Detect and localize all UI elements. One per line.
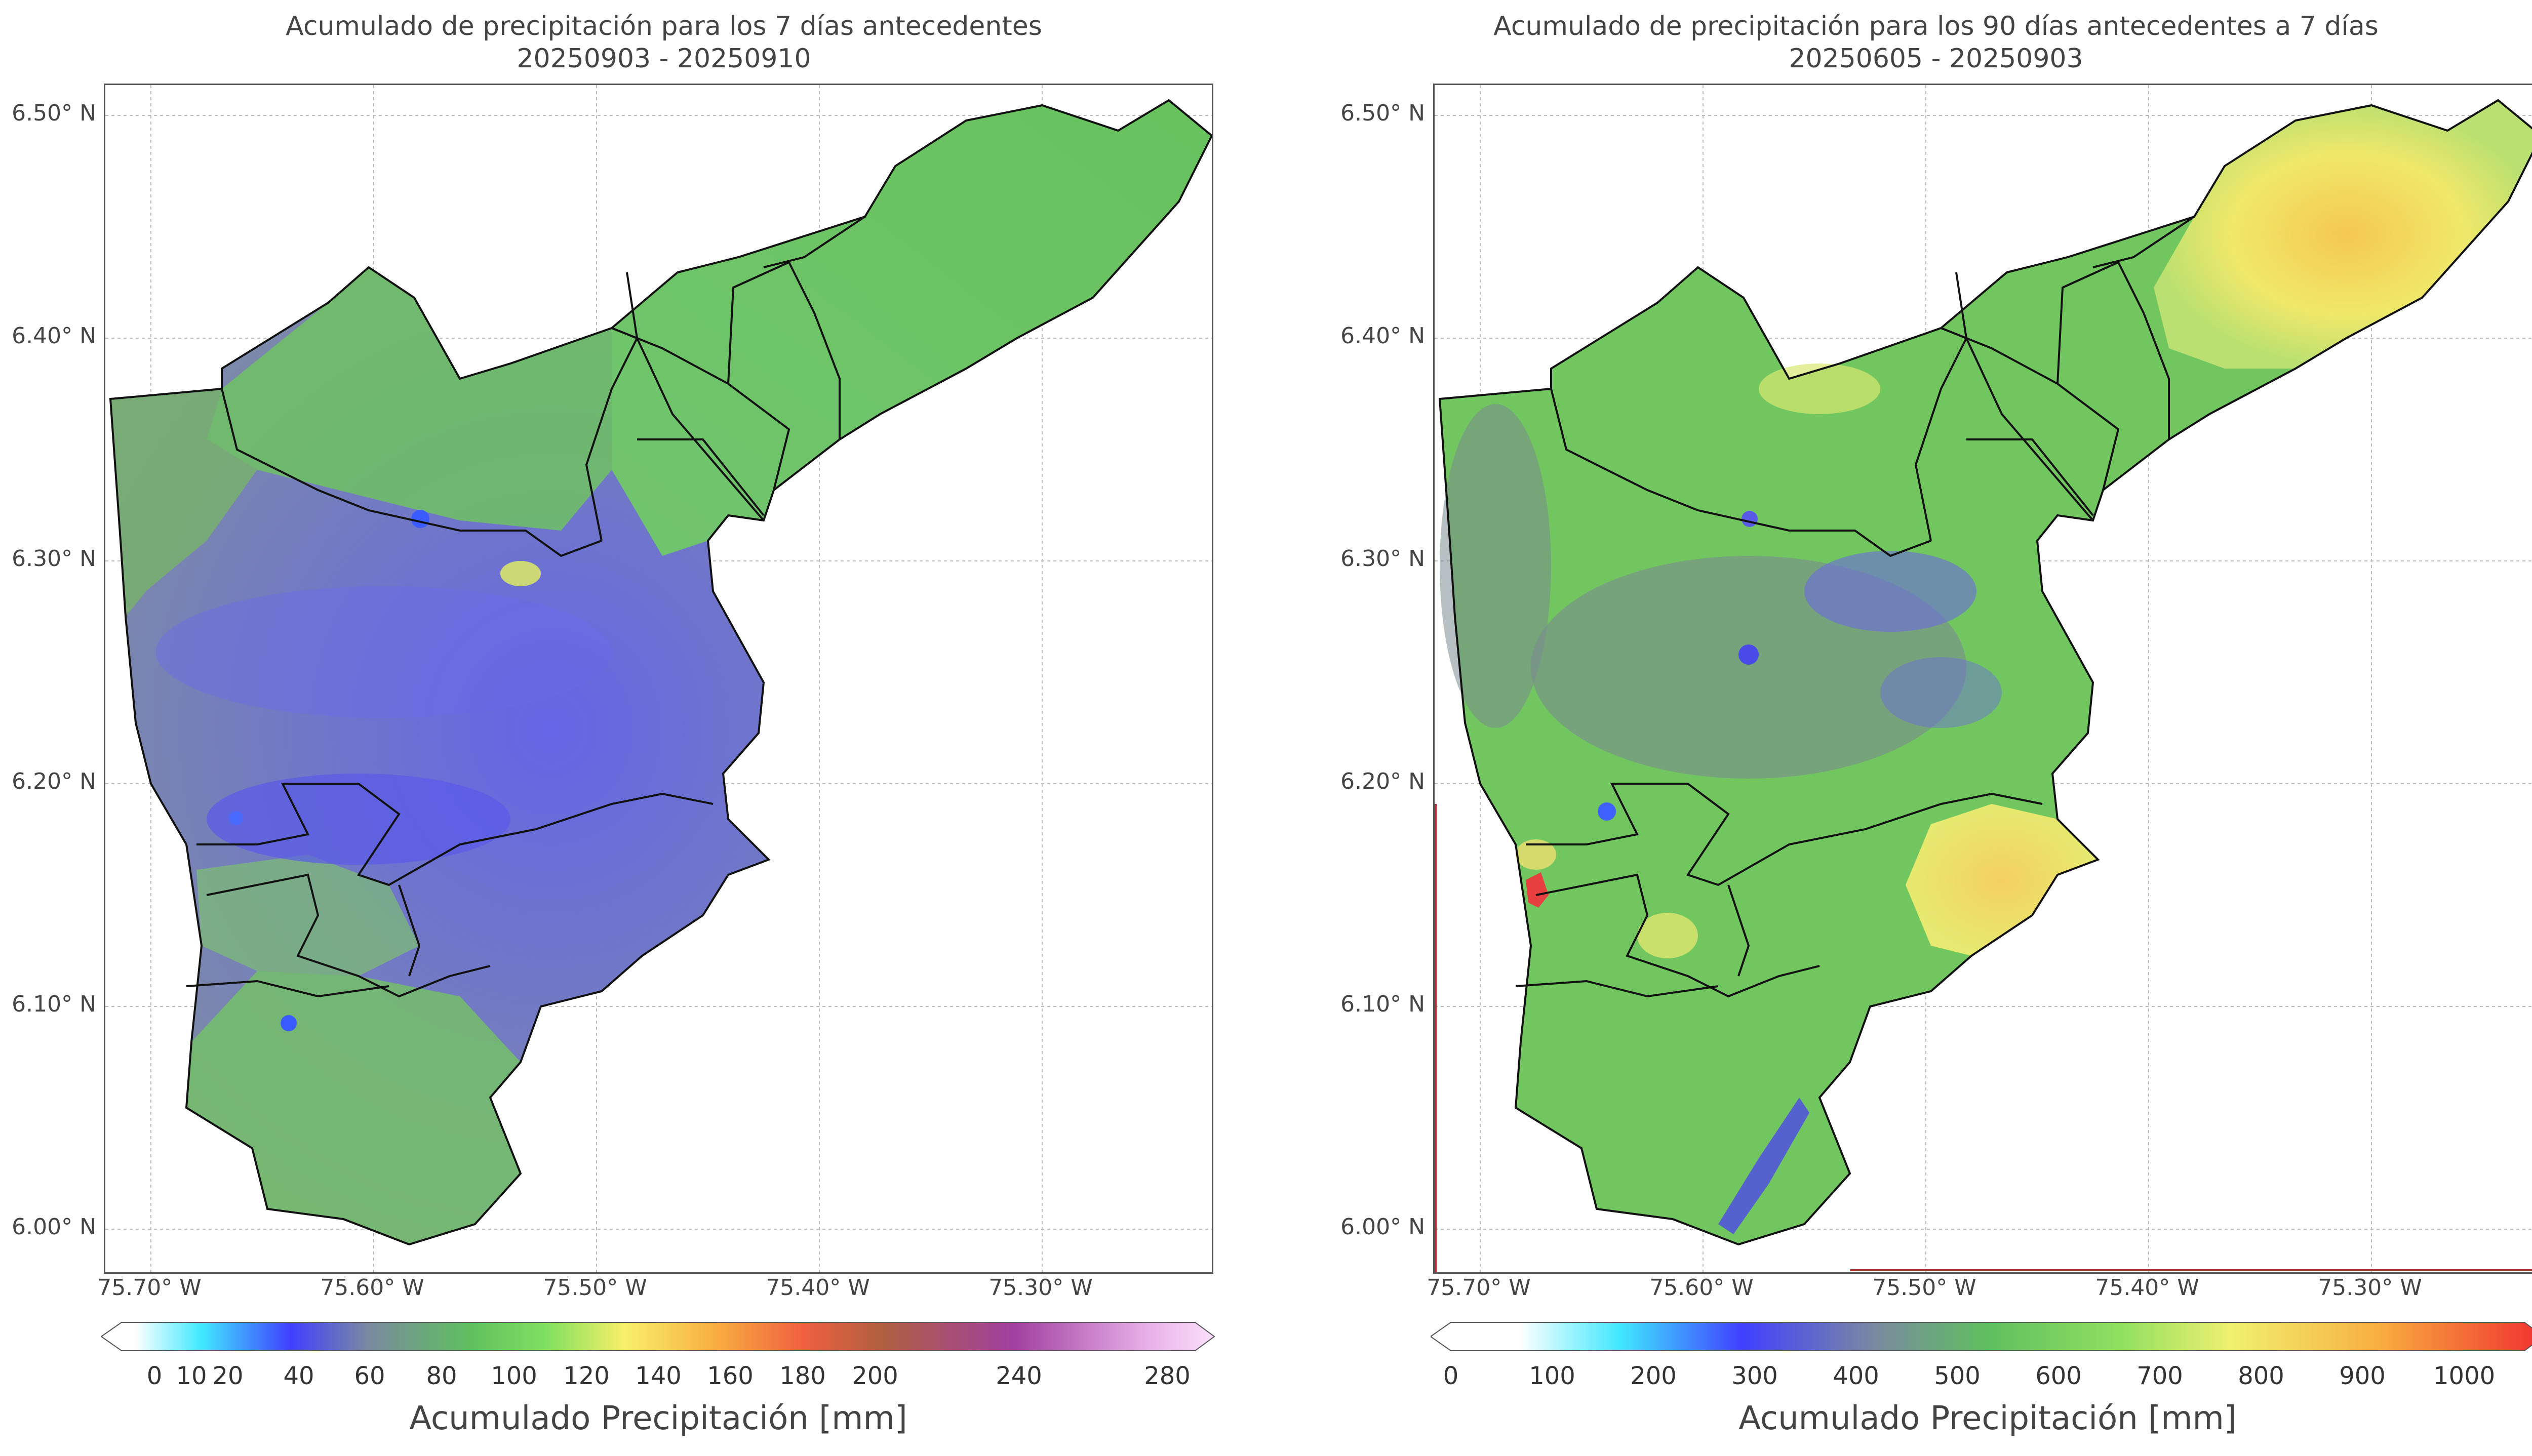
right-yellow-south-spot: [1637, 913, 1698, 958]
left-ytick-3: 6.20° N: [12, 769, 96, 794]
right-cb-tick-3: 300: [1731, 1362, 1778, 1390]
left-cb-tick-8: 140: [635, 1362, 682, 1390]
left-cb-tick-5: 80: [426, 1362, 457, 1390]
left-xtick-0: 75.70° W: [97, 1275, 202, 1301]
left-green-south: [186, 971, 521, 1244]
left-cb-tick-9: 160: [707, 1362, 754, 1390]
left-blue-dot-2: [281, 1015, 297, 1031]
left-cb-tick-6: 100: [491, 1362, 537, 1390]
left-map-svg: [105, 85, 1212, 1272]
left-cb-tick-0: 0: [146, 1362, 163, 1390]
left-cb-tick-7: 120: [563, 1362, 610, 1390]
left-xtick-2: 75.50° W: [543, 1275, 647, 1301]
left-cb-tick-12: 240: [996, 1362, 1042, 1390]
left-colorbar-title: Acumulado Precipitación [mm]: [409, 1400, 907, 1437]
left-xtick-4: 75.30° W: [988, 1275, 1093, 1301]
left-green-north: [207, 267, 612, 531]
right-blue-streak: [1718, 1098, 1809, 1234]
right-cb-tick-4: 400: [1833, 1362, 1879, 1390]
right-cb-tick-8: 800: [2238, 1362, 2284, 1390]
right-cb-tick-9: 900: [2339, 1362, 2386, 1390]
left-cb-tick-2: 20: [212, 1362, 244, 1390]
right-ytick-1: 6.40° N: [1340, 323, 1425, 349]
right-cb-tick-1: 100: [1529, 1362, 1575, 1390]
right-xtick-4: 75.30° W: [2318, 1275, 2422, 1301]
right-cb-tick-0: 0: [1443, 1362, 1459, 1390]
left-panel: Acumulado de precipitación para los 7 dí…: [12, 11, 1215, 1437]
right-blue-east-2: [1880, 657, 2002, 728]
right-cb-tick-7: 700: [2137, 1362, 2183, 1390]
left-blue-dot-1: [411, 510, 429, 528]
right-yellow-north-spot: [1759, 363, 1880, 414]
left-ytick-4: 6.10° N: [12, 991, 96, 1017]
left-ytick-2: 6.30° N: [12, 546, 96, 572]
left-xtick-1: 75.60° W: [320, 1275, 424, 1301]
left-xtick-3: 75.40° W: [766, 1275, 870, 1301]
left-yellow-spot: [500, 561, 541, 586]
left-map: [104, 84, 1213, 1274]
left-region-outline: [109, 99, 1212, 1246]
right-panel: Acumulado de precipitación para los 90 d…: [1277, 0, 2532, 1456]
right-xtick-3: 75.40° W: [2095, 1275, 2199, 1301]
right-map: [1433, 84, 2532, 1274]
right-region-outline: [1438, 99, 2532, 1246]
right-colorbar-title: Acumulado Precipitación [mm]: [1738, 1400, 2237, 1437]
left-ytick-0: 6.50° N: [12, 100, 96, 126]
right-xtick-0: 75.70° W: [1427, 1275, 1531, 1301]
right-title-line1: Acumulado de precipitación para los 90 d…: [1493, 11, 2379, 42]
right-blue-east: [1804, 551, 1976, 632]
right-cb-tick-10: 1000: [2433, 1362, 2496, 1390]
left-cb-tick-13: 280: [1144, 1362, 1191, 1390]
right-ytick-2: 6.30° N: [1340, 546, 1425, 572]
left-ytick-1: 6.40° N: [12, 323, 96, 349]
left-ytick-5: 6.00° N: [12, 1214, 96, 1240]
right-blue-dot-2: [1738, 644, 1759, 665]
left-green-northeast: [612, 100, 1212, 556]
left-cb-tick-10: 180: [779, 1362, 826, 1390]
left-cb-tick-11: 200: [852, 1362, 898, 1390]
right-cb-tick-5: 500: [1934, 1362, 1981, 1390]
right-ytick-4: 6.10° N: [1340, 991, 1425, 1017]
left-subbasin-lines: [186, 216, 866, 998]
left-cb-tick-1: 10: [176, 1362, 207, 1390]
right-xtick-2: 75.50° W: [1872, 1275, 1976, 1301]
right-subbasin-lines: [1515, 216, 2195, 998]
right-region-fill: [1440, 100, 2532, 1244]
right-ytick-5: 6.00° N: [1340, 1214, 1425, 1240]
left-colorbar: [101, 1321, 1215, 1352]
right-map-svg: [1435, 85, 2532, 1272]
right-blue-dot-3: [1598, 802, 1616, 821]
right-yellow-northeast: [2154, 100, 2532, 369]
right-xtick-1: 75.60° W: [1649, 1275, 1754, 1301]
right-cb-tick-6: 600: [2035, 1362, 2082, 1390]
left-cb-tick-3: 40: [283, 1362, 314, 1390]
right-ytick-3: 6.20° N: [1340, 769, 1425, 794]
right-title-line2: 20250605 - 20250903: [1789, 44, 2083, 74]
left-blue-dot-3: [229, 811, 243, 825]
right-yellow-southeast: [1906, 804, 2098, 956]
left-green-west: [110, 389, 257, 617]
right-yellow-west-spot: [1516, 839, 1556, 870]
right-blue-dot-1: [1742, 511, 1758, 527]
right-colorbar: [1431, 1321, 2532, 1352]
right-red-spot: [1526, 872, 1549, 908]
right-ytick-0: 6.50° N: [1340, 100, 1425, 126]
right-slate-west: [1440, 404, 1551, 728]
right-cb-tick-2: 200: [1630, 1362, 1677, 1390]
left-title-line1: Acumulado de precipitación para los 7 dí…: [286, 11, 1042, 42]
left-title-line2: 20250903 - 20250910: [517, 44, 811, 74]
left-blue-band: [156, 586, 612, 718]
left-cb-tick-4: 60: [354, 1362, 385, 1390]
left-blue-core: [207, 774, 510, 865]
